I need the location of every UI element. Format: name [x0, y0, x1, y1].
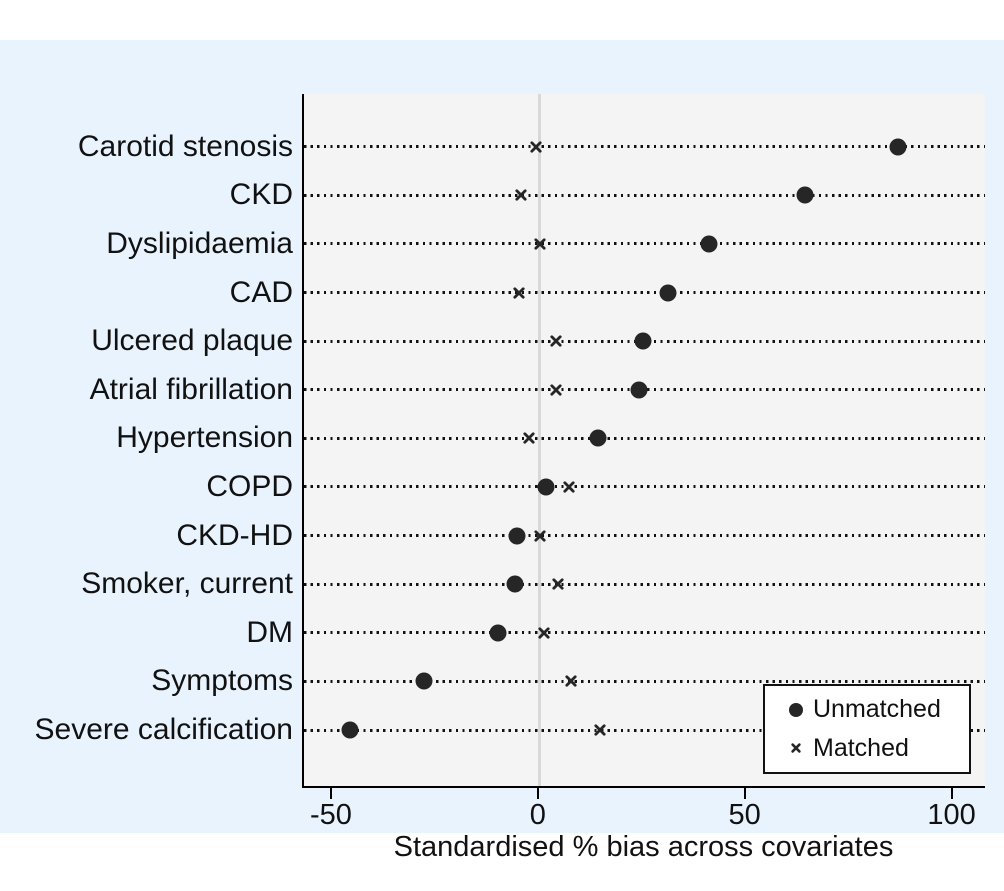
unmatched-dot-marker — [415, 672, 433, 690]
matched-x-marker — [533, 529, 547, 543]
matched-x-marker — [562, 480, 576, 494]
legend: Unmatched Matched — [763, 684, 971, 774]
legend-item: Unmatched — [765, 695, 969, 724]
x-axis-tick-label: 0 — [529, 799, 546, 831]
x-axis-tick — [743, 788, 746, 799]
row-leader-line — [304, 631, 985, 635]
category-label: CKD-HD — [176, 518, 293, 552]
x-axis-tick-label: -50 — [309, 799, 352, 831]
row-leader-line — [304, 485, 985, 489]
category-label: DM — [246, 615, 293, 649]
legend-x-icon — [779, 742, 813, 754]
category-label: Carotid stenosis — [77, 129, 293, 163]
category-label: Severe calcification — [34, 713, 293, 747]
unmatched-dot-marker — [700, 235, 718, 253]
legend-label: Matched — [813, 733, 909, 762]
matched-x-marker — [551, 577, 565, 591]
zero-reference-line — [538, 94, 542, 786]
category-label: COPD — [206, 469, 293, 503]
figure-panel: Unmatched Matched Carotid stenosis CKD Dysl… — [0, 40, 1004, 863]
unmatched-dot-marker — [634, 332, 652, 350]
matched-x-marker — [537, 626, 551, 640]
x-axis-tick — [329, 788, 332, 799]
category-label: CAD — [229, 275, 293, 309]
legend-label: Unmatched — [813, 695, 941, 724]
category-label: Smoker, current — [81, 567, 293, 601]
legend-item: Matched — [765, 734, 969, 763]
row-leader-line — [304, 291, 985, 295]
category-label: Symptoms — [151, 664, 293, 698]
category-label: Atrial fibrillation — [89, 372, 293, 406]
row-leader-line — [304, 582, 985, 586]
matched-x-marker — [522, 431, 536, 445]
matched-x-marker — [512, 286, 526, 300]
x-axis-tick — [536, 788, 539, 799]
matched-x-marker — [564, 674, 578, 688]
category-label: Dyslipidaemia — [106, 226, 293, 260]
matched-x-marker — [549, 383, 563, 397]
category-label: Hypertension — [116, 421, 293, 455]
unmatched-dot-marker — [341, 721, 358, 739]
unmatched-dot-marker — [589, 429, 607, 447]
unmatched-dot-marker — [489, 624, 507, 642]
x-axis-title: Standardised % bias across covariates — [393, 831, 894, 863]
legend-circle-icon — [779, 702, 813, 717]
unmatched-dot-marker — [508, 527, 526, 545]
matched-x-marker — [514, 188, 528, 202]
row-leader-line — [304, 728, 985, 732]
matched-x-marker — [533, 237, 547, 251]
unmatched-dot-marker — [506, 575, 524, 593]
unmatched-dot-marker — [659, 284, 677, 302]
x-axis-tick-label: 50 — [728, 799, 761, 831]
row-leader-line — [304, 242, 985, 246]
row-leader-line — [304, 193, 985, 197]
unmatched-dot-marker — [537, 478, 555, 496]
plot-area: Unmatched Matched — [302, 94, 985, 788]
row-leader-line — [304, 679, 985, 683]
matched-x-marker — [549, 334, 563, 348]
matched-x-marker — [529, 140, 543, 154]
row-leader-line — [304, 534, 985, 538]
row-leader-line — [304, 145, 985, 149]
row-leader-line — [304, 436, 985, 440]
unmatched-dot-marker — [889, 138, 907, 156]
category-label: Ulcered plaque — [91, 324, 293, 358]
unmatched-dot-marker — [630, 381, 648, 399]
x-axis-tick — [950, 788, 953, 799]
matched-x-marker — [593, 723, 607, 737]
unmatched-dot-marker — [796, 186, 814, 204]
category-label: CKD — [229, 178, 293, 212]
x-axis-tick-label: 100 — [927, 799, 976, 831]
